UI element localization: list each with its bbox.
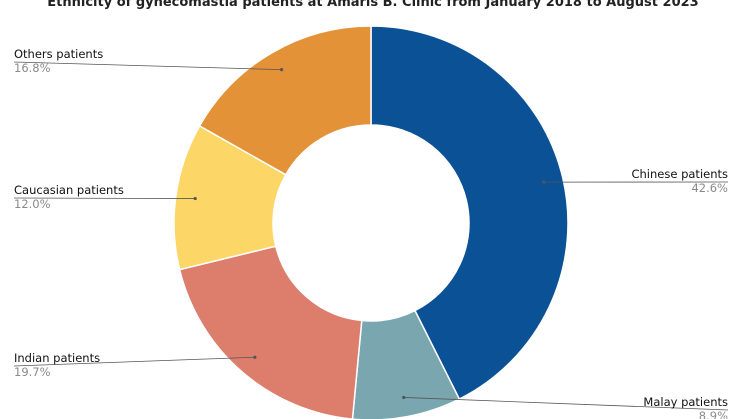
slice-chinese-patients [370, 25, 569, 401]
leader-line [13, 197, 196, 199]
slice-percent: 19.7% [14, 365, 51, 379]
slice-others-patients [198, 25, 372, 176]
slice-label: Others patients [14, 47, 103, 61]
leader-line [13, 356, 255, 367]
slice-percent: 42.6% [691, 181, 728, 195]
slice-percent: 16.8% [14, 61, 51, 75]
slice-label: Indian patients [14, 351, 100, 365]
leader-line [403, 397, 729, 411]
slice-percent: 8.9% [699, 409, 728, 419]
slice-label: Chinese patients [631, 167, 728, 181]
leader-line [13, 61, 282, 71]
slice-percent: 12.0% [14, 197, 51, 211]
slice-indian-patients [178, 245, 363, 419]
slice-label: Caucasian patients [14, 183, 124, 197]
slice-malay-patients [351, 309, 461, 419]
slice-label: Malay patients [643, 395, 728, 409]
chart-title: Ethnicity of gynecomastia patients at Am… [47, 0, 699, 10]
